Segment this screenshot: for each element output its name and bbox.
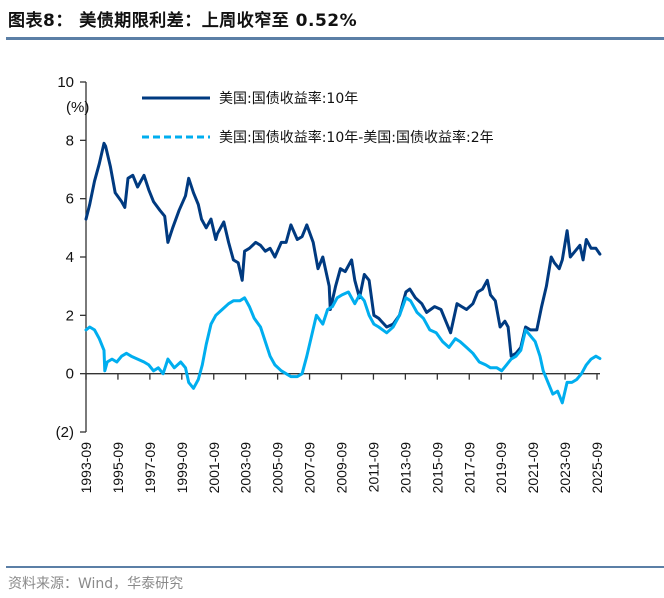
- x-tick-label: 2017-09: [461, 442, 477, 494]
- x-tick-label: 1999-09: [174, 442, 190, 494]
- yield-chart: 10 8 6 4 2 0 (2) (%) 1993-09 1995-09 1997-09 1999-0…: [56, 74, 605, 493]
- y-tick-label: 6: [66, 191, 74, 208]
- figure-title: 图表8： 美债期限利差：上周收窄至 0.52%: [8, 11, 358, 31]
- y-tick-label: 2: [66, 307, 74, 324]
- x-tick-label: 1995-09: [110, 442, 126, 494]
- y-tick-label: 0: [66, 366, 74, 383]
- legend-label-10y: 美国:国债收益率:10年: [219, 90, 358, 107]
- series-line-10y-yield: [84, 141, 602, 358]
- y-tick-label: 8: [66, 132, 74, 149]
- axes: 10 8 6 4 2 0 (2) (%) 1993-09 1995-09 1997-09 1999-0…: [56, 74, 605, 493]
- footer-divider: [6, 566, 664, 568]
- x-tick-label: 2025-09: [589, 442, 605, 494]
- y-axis-unit-label: (%): [66, 99, 89, 116]
- x-tick-label: 2007-09: [302, 442, 318, 494]
- x-tick-label: 2015-09: [429, 442, 445, 494]
- x-tick-label: 2001-09: [206, 442, 222, 494]
- y-tick-label: 4: [66, 249, 74, 266]
- x-tick-label: 2021-09: [525, 442, 541, 494]
- source-note: 资料来源：Wind，华泰研究: [8, 576, 184, 592]
- y-tick-label: 10: [57, 74, 74, 91]
- title-divider: [6, 37, 664, 40]
- x-tick-label: 2005-09: [270, 442, 286, 494]
- series-lines: [84, 141, 602, 405]
- x-tick-label: 2003-09: [238, 442, 254, 494]
- x-tick-label: 2011-09: [365, 442, 381, 493]
- x-tick-label: 2013-09: [397, 442, 413, 494]
- x-tick-label: 2023-09: [557, 442, 573, 494]
- x-tick-label: 2009-09: [334, 442, 350, 494]
- y-tick-label: (2): [56, 424, 74, 441]
- x-tick-label: 1997-09: [142, 442, 158, 494]
- series-line-10y-2y-spread: [84, 290, 602, 405]
- x-tick-label: 2019-09: [493, 442, 509, 494]
- legend-label-spread: 美国:国债收益率:10年-美国:国债收益率:2年: [219, 129, 494, 146]
- x-tick-label: 1993-09: [78, 442, 94, 494]
